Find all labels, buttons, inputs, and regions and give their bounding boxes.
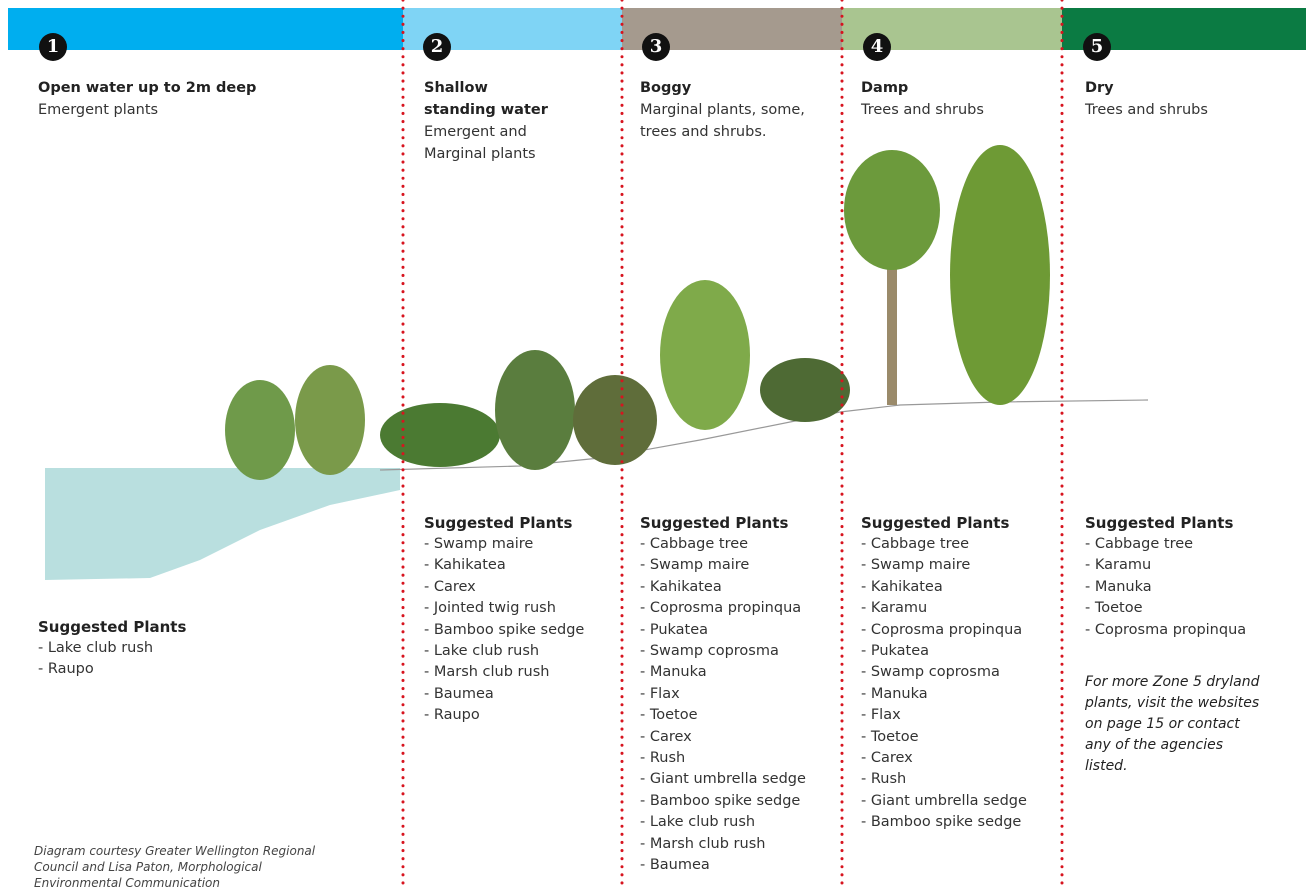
plant-item: - Giant umbrella sedge (640, 769, 806, 790)
zone-description: Emergent plants (38, 99, 338, 121)
plant-item: - Rush (861, 769, 906, 790)
plant-item: - Swamp coprosma (861, 662, 1000, 683)
plant-item: - Bamboo spike sedge (861, 812, 1021, 833)
plant-item: - Marsh club rush (424, 662, 549, 683)
plant-item: - Toetoe (640, 705, 698, 726)
plant-item: - Bamboo spike sedge (424, 620, 584, 641)
plants-heading: Suggested Plants (38, 616, 186, 638)
plants-heading: Suggested Plants (1085, 512, 1233, 534)
zone-number: 1 (39, 33, 67, 61)
plant-item: - Cabbage tree (1085, 534, 1193, 555)
plants-heading: Suggested Plants (861, 512, 1009, 534)
plant-item: - Karamu (861, 598, 927, 619)
plant (573, 375, 657, 465)
plant-item: - Jointed twig rush (424, 598, 556, 619)
plant-item: - Swamp maire (640, 555, 749, 576)
credit: Diagram courtesy Greater Wellington Regi… (34, 843, 324, 891)
plant (495, 350, 575, 470)
plant-item: - Manuka (861, 684, 928, 705)
plant-item: - Kahikatea (424, 555, 506, 576)
plant-item: - Bamboo spike sedge (640, 791, 800, 812)
plant-item: - Coprosma propinqua (640, 598, 801, 619)
plant-item: - Pukatea (640, 620, 708, 641)
trunk (887, 250, 897, 405)
zone-description: Emergent and Marginal plants (424, 121, 549, 165)
plant-item: - Lake club rush (424, 641, 539, 662)
plant-item: - Pukatea (861, 641, 929, 662)
zone-band (8, 8, 403, 50)
zone-title: Dry (1085, 77, 1285, 99)
plants-heading: Suggested Plants (424, 512, 572, 534)
plant-item: - Lake club rush (38, 638, 153, 659)
zone-description: Marginal plants, some, trees and shrubs. (640, 99, 825, 143)
plant (844, 150, 940, 270)
zone-description: Trees and shrubs (1085, 99, 1285, 121)
plant-item: - Lake club rush (640, 812, 755, 833)
zone-description: Trees and shrubs (861, 99, 1041, 121)
plant (225, 380, 295, 480)
plants-heading: Suggested Plants (640, 512, 788, 534)
plant-item: - Flax (640, 684, 680, 705)
plant-item: - Swamp coprosma (640, 641, 779, 662)
water (45, 468, 400, 580)
plant-item: - Cabbage tree (640, 534, 748, 555)
zone-number: 5 (1083, 33, 1111, 61)
plant-item: - Swamp maire (424, 534, 533, 555)
plant-item: - Giant umbrella sedge (861, 791, 1027, 812)
plant-item: - Manuka (640, 662, 707, 683)
plant-item: - Marsh club rush (640, 834, 765, 855)
plant-item: - Kahikatea (640, 577, 722, 598)
plant-item: - Flax (861, 705, 901, 726)
plant (380, 403, 500, 467)
plant-item: - Toetoe (1085, 598, 1143, 619)
zone-title: Damp (861, 77, 1041, 99)
plant (660, 280, 750, 430)
plant-item: - Carex (640, 727, 692, 748)
plant-item: - Swamp maire (861, 555, 970, 576)
plant-item: - Kahikatea (861, 577, 943, 598)
zone-number: 2 (423, 33, 451, 61)
zone-number: 4 (863, 33, 891, 61)
plant (760, 358, 850, 422)
zone-title: Shallow standing water (424, 77, 549, 121)
plant-item: - Coprosma propinqua (861, 620, 1022, 641)
zone-title: Open water up to 2m deep (38, 77, 338, 99)
zone-note: For more Zone 5 dryland plants, visit th… (1085, 672, 1260, 777)
plant-item: - Raupo (424, 705, 480, 726)
plant (950, 145, 1050, 405)
zone-title: Boggy (640, 77, 825, 99)
zone-number: 3 (642, 33, 670, 61)
plant (295, 365, 365, 475)
plant-item: - Baumea (424, 684, 494, 705)
plant-item: - Carex (424, 577, 476, 598)
plant-item: - Karamu (1085, 555, 1151, 576)
plant-item: - Raupo (38, 659, 94, 680)
plant-item: - Carex (861, 748, 913, 769)
page: For more Zone 5 dryland plants, visit th… (0, 0, 1306, 888)
plant-item: - Toetoe (861, 727, 919, 748)
plant-item: - Cabbage tree (861, 534, 969, 555)
plant-item: - Baumea (640, 855, 710, 876)
plant-item: - Coprosma propinqua (1085, 620, 1246, 641)
plant-item: - Rush (640, 748, 685, 769)
plant-item: - Manuka (1085, 577, 1152, 598)
